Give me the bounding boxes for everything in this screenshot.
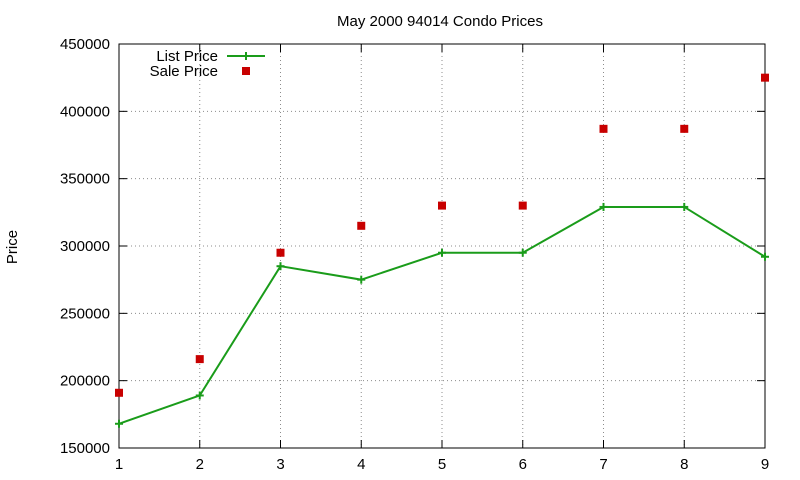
y-tick-label: 200000 [60,373,110,390]
series-layer [115,73,769,428]
y-axis-label: Price [4,230,21,264]
list-price-line [118,205,766,425]
x-tick-label: 1 [115,456,123,473]
axes-layer: 1 2 3 4 5 6 7 8 9 150000 200000 250000 300000 350000 4… [60,36,769,473]
x-tick-label: 9 [761,456,769,473]
legend-label-list-price: List Price [156,48,218,65]
y-tick-label: 350000 [60,171,110,188]
sale-price-point [276,248,285,257]
y-tick-label: 150000 [60,440,110,457]
sale-price-point [115,388,123,397]
x-tick-label: 5 [438,456,446,473]
x-tick-label: 6 [519,456,527,473]
list-price-point [276,262,285,271]
list-price-point [518,248,527,257]
list-price-point [680,202,689,211]
y-tick-label: 400000 [60,103,110,120]
chart-title: May 2000 94014 Condo Prices [337,13,543,30]
x-tick-label: 3 [276,456,284,473]
y-tick-label: 250000 [60,305,110,322]
y-tick-label: 450000 [60,36,110,53]
grid-layer [119,44,765,448]
legend-label-sale-price: Sale Price [150,63,218,80]
list-price-point [438,248,446,257]
sale-price-point [195,355,204,364]
x-tick-label: 7 [599,456,607,473]
sale-price-point [680,124,689,133]
legend-marker-sale-price [242,67,250,75]
sale-price-point [438,201,446,210]
x-tick-label: 2 [196,456,204,473]
list-price-point [599,202,608,211]
list-price-point [761,252,769,261]
x-tick-label: 4 [357,456,365,473]
sale-price-point [599,124,608,133]
sale-price-point [761,73,769,82]
y-tick-label: 300000 [60,238,110,255]
sale-price-point [357,221,366,230]
list-price-point [195,391,204,400]
list-price-point [357,275,366,284]
sale-price-point [518,201,527,210]
x-tick-label: 8 [680,456,688,473]
list-price-point [115,419,123,428]
